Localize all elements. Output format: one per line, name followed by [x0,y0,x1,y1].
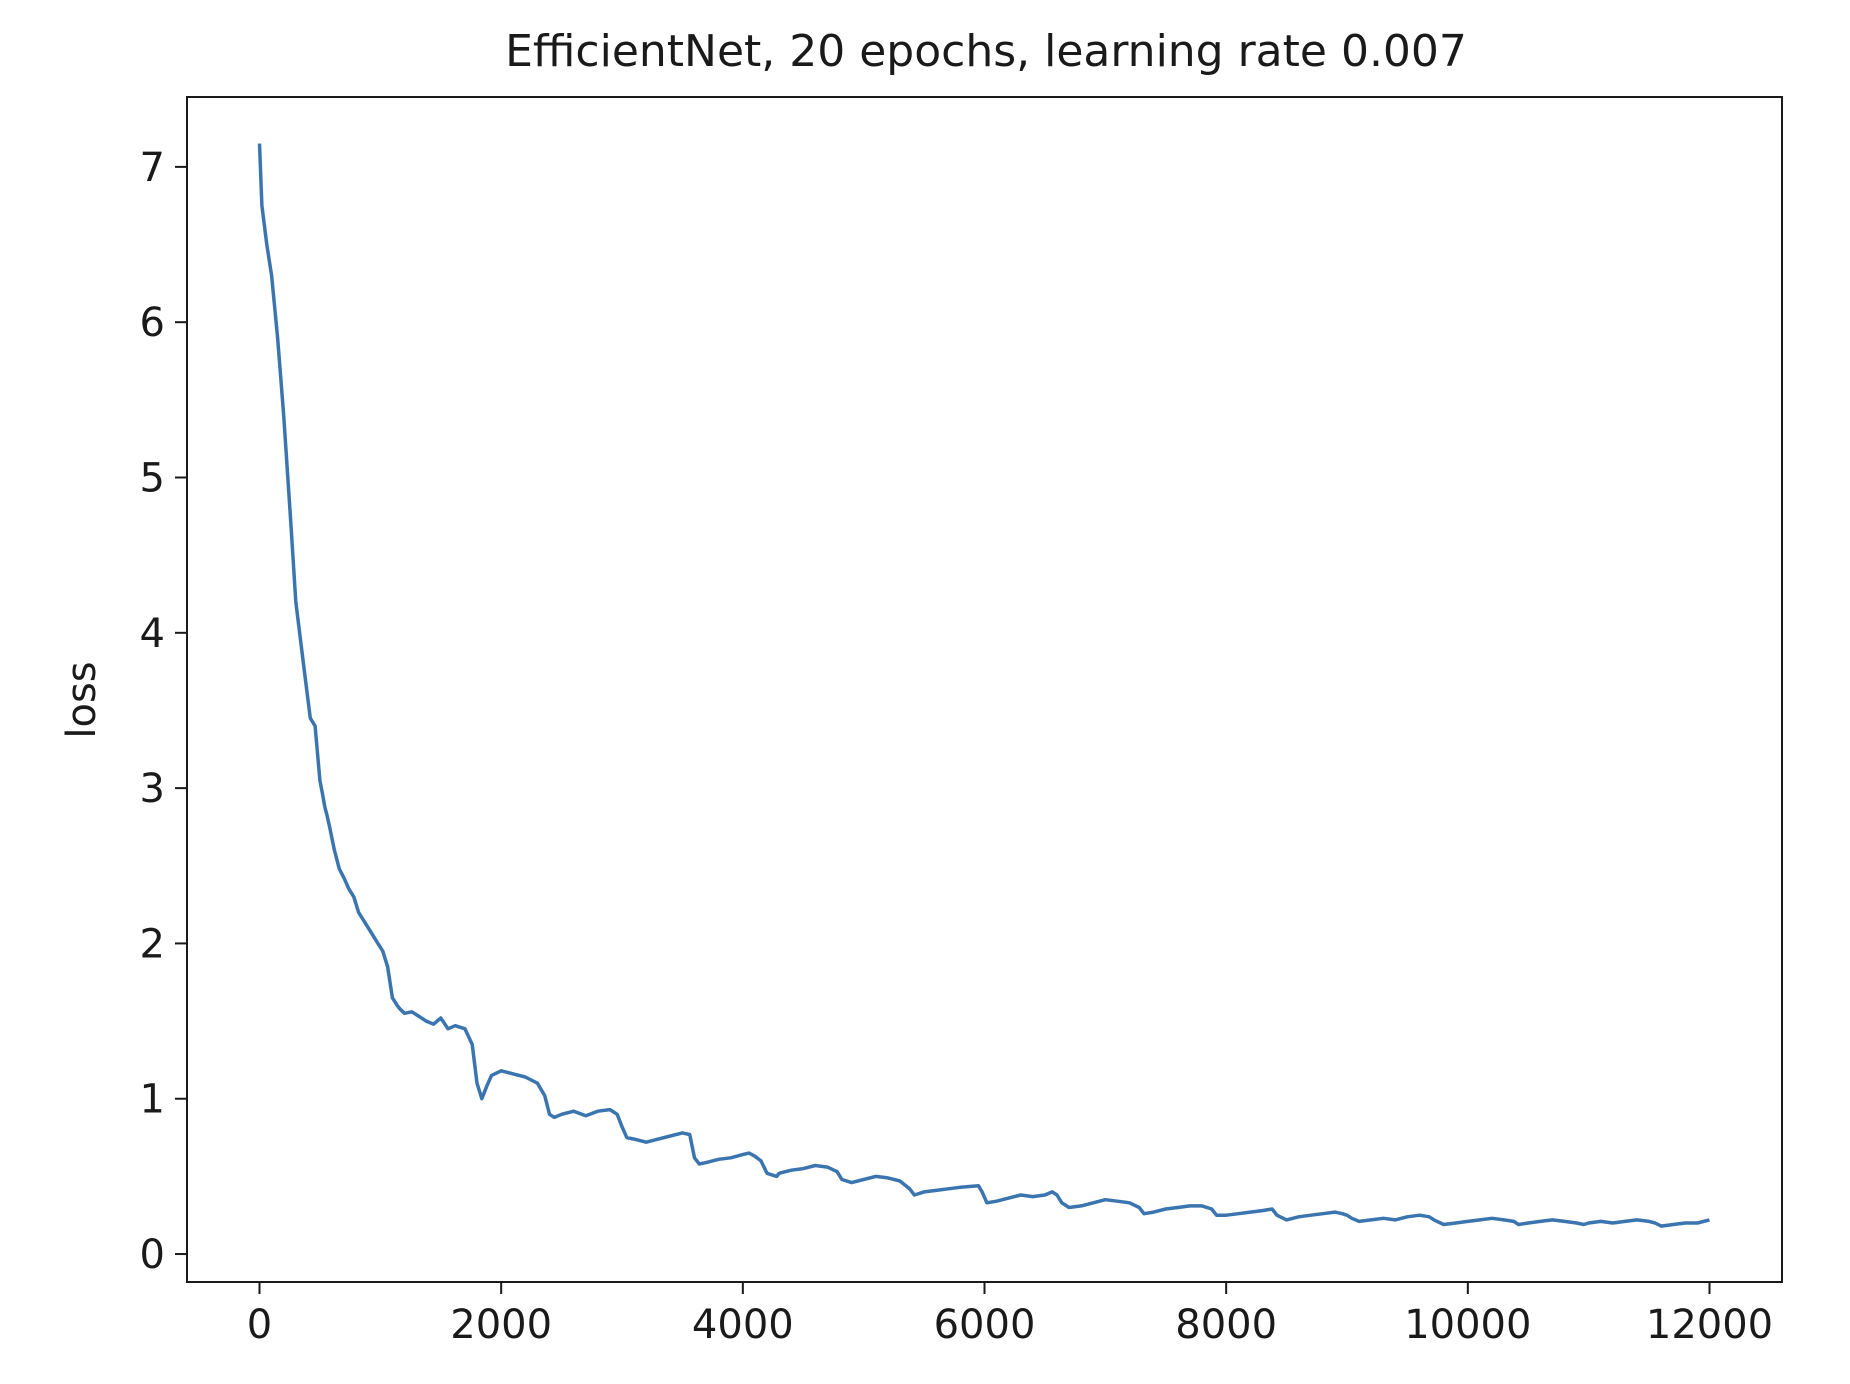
loss-series-line [257,143,1710,1228]
y-tick-label: 3 [140,766,165,812]
y-tick-label: 0 [140,1232,165,1278]
y-tick-label: 5 [140,456,165,502]
y-axis-label: loss [59,661,105,738]
x-tick-label: 2000 [450,1302,552,1348]
chart-title: EfficientNet, 20 epochs, learning rate 0… [505,26,1467,77]
x-tick-label: 6000 [934,1302,1036,1348]
axes: 0 2000 4000 6000 8000 10000 12000 0 1 2 3 4 5 6 7 [140,96,1783,1348]
y-tick-label: 7 [140,145,165,191]
x-tick-label: 10000 [1404,1302,1531,1348]
y-tick-label: 1 [140,1077,165,1123]
plot-frame [186,96,1783,1283]
plot-area [257,143,1710,1228]
y-tick-label: 6 [140,300,165,346]
x-tick-label: 4000 [692,1302,794,1348]
x-tick-label: 8000 [1175,1302,1277,1348]
y-tick-label: 4 [140,611,165,657]
y-tick-label: 2 [140,921,165,967]
x-tick-label: 0 [247,1302,272,1348]
x-tick-label: 12000 [1646,1302,1773,1348]
